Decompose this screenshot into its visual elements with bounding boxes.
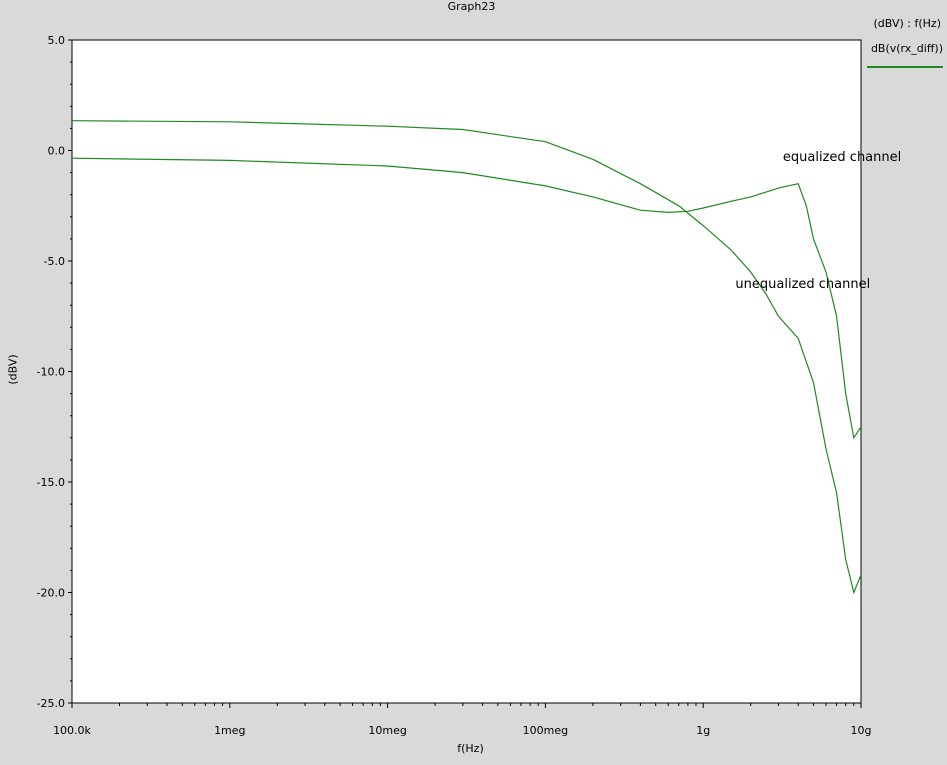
y-tick-label: -20.0	[37, 587, 65, 600]
y-tick-label: -15.0	[37, 476, 65, 489]
annotation-unequalized: unequalized channel	[735, 277, 871, 293]
y-axis-label: (dBV)	[6, 354, 20, 385]
y-tick-label: 0.0	[48, 145, 66, 158]
x-tick-label: 100meg	[523, 724, 568, 737]
graph-title: Graph23	[447, 0, 496, 13]
series-line-0	[71, 120, 862, 595]
y-tick-label: -25.0	[37, 697, 65, 710]
series-line-1	[71, 157, 862, 440]
y-tick-label: -5.0	[44, 255, 65, 268]
annotation-equalized: equalized channel	[782, 150, 902, 166]
legend-item-label[interactable]: dB(v(rx_diff))	[870, 42, 943, 55]
x-axis-label: f(Hz)	[457, 742, 484, 755]
y-tick-label: -10.0	[37, 366, 65, 379]
x-tick-label: 1meg	[214, 724, 245, 737]
legend-axis-label: (dBV) : f(Hz)	[873, 17, 942, 30]
x-tick-label: 10g	[851, 724, 872, 737]
x-tick-label: 1g	[696, 724, 710, 737]
y-tick-label: 5.0	[48, 34, 66, 47]
x-tick-label: 10meg	[368, 724, 406, 737]
plot-frame	[71, 39, 862, 704]
legend-line-swatch	[867, 66, 943, 68]
x-tick-label: 100.0k	[53, 724, 91, 737]
